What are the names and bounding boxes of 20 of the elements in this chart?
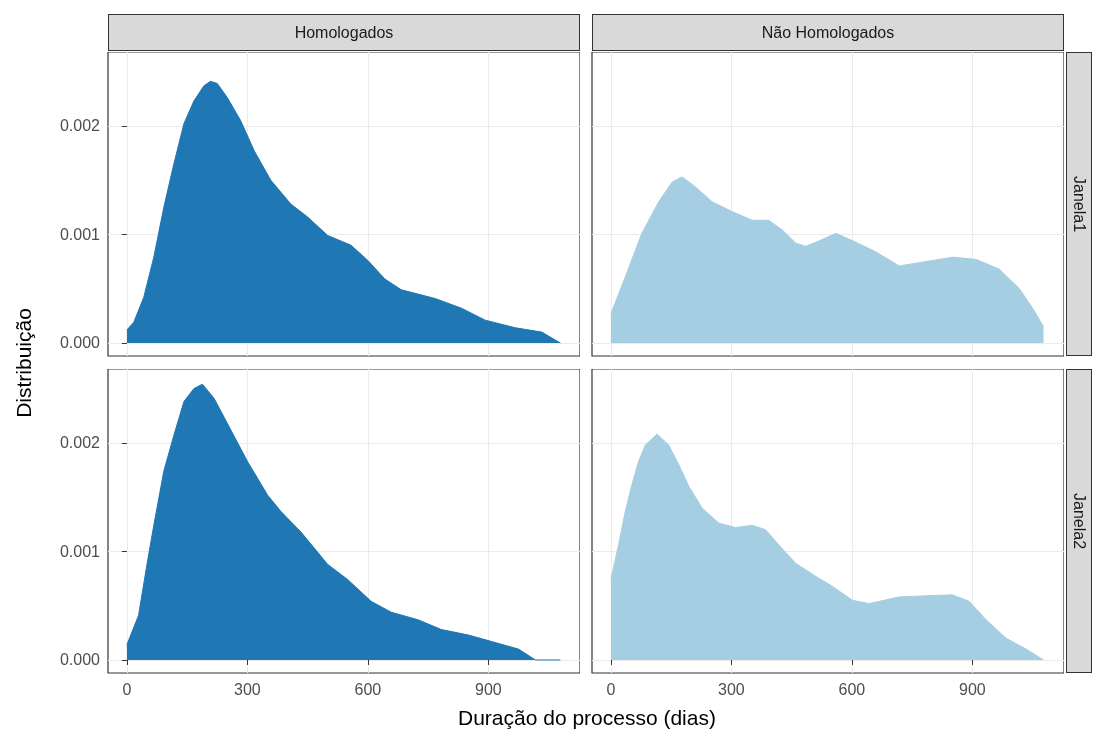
- x-tick-label: 600: [838, 680, 866, 698]
- x-tick-label: 0: [122, 680, 132, 698]
- x-tick-label: 300: [234, 680, 261, 698]
- x-tick-label: 600: [354, 680, 382, 698]
- y2-axis-title: Janela1: [1070, 175, 1089, 233]
- chart-title: Homologados: [108, 14, 580, 51]
- chart-title: Não Homologados: [592, 14, 1064, 51]
- y-tick-label: 0.000: [59, 334, 101, 352]
- y-axis-title: Distribuição: [11, 308, 36, 418]
- y-tick-label: 0.002: [59, 434, 101, 452]
- y-tick-label: 0.000: [59, 651, 101, 669]
- y-tick-label: 0.001: [59, 542, 101, 560]
- y-tick-label: 0.001: [59, 225, 101, 243]
- x-axis-title: Duração do processo (dias): [458, 706, 716, 730]
- x-tick-label: 300: [718, 680, 745, 698]
- y-tick-label: 0.002: [59, 117, 101, 135]
- x-tick-label: 900: [475, 680, 502, 698]
- x-tick-label: 900: [959, 680, 986, 698]
- y2-axis-title: Janela2: [1070, 492, 1089, 550]
- x-tick-label: 0: [606, 680, 616, 698]
